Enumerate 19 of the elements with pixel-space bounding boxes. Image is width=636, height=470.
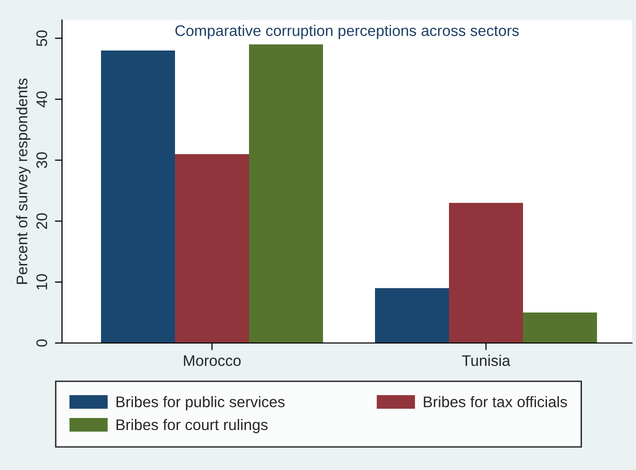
bar (375, 288, 449, 343)
y-tick-label: 10 (36, 274, 48, 290)
y-tick-label: 0 (36, 339, 48, 347)
x-tick-label: Morocco (184, 355, 241, 366)
legend-label: Bribes for court rulings (116, 418, 268, 434)
bar (523, 312, 597, 343)
y-tick-label: 50 (36, 30, 48, 46)
y-tick-label: 20 (36, 213, 48, 229)
legend-label: Bribes for public services (116, 396, 285, 410)
bar (449, 202, 523, 343)
x-tick-label: Tunisia (462, 354, 510, 366)
chart-title: Comparative corruption perceptions across sectors (175, 24, 519, 40)
bar (249, 44, 323, 343)
y-tick-label: 30 (36, 152, 48, 168)
bar (101, 50, 175, 343)
bar (175, 154, 249, 343)
y-axis-title: Percent of survey respondents (16, 78, 30, 284)
y-tick-label: 40 (36, 91, 48, 108)
legend-label: Bribes for tax officials (424, 396, 567, 408)
